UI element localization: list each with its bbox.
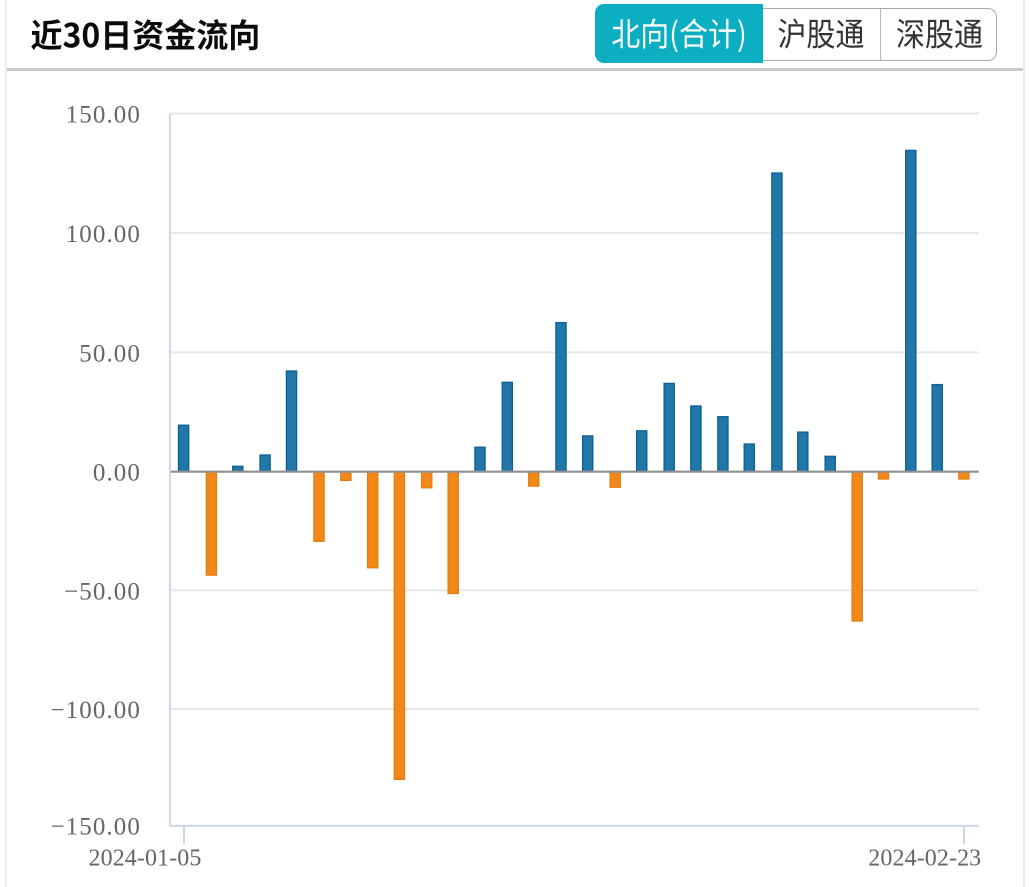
svg-text:0.00: 0.00 [93,460,141,487]
svg-text:−100.00: −100.00 [50,697,141,724]
svg-text:50.00: 50.00 [79,340,141,367]
svg-text:100.00: 100.00 [66,221,141,248]
svg-text:−150.00: −150.00 [50,814,141,841]
svg-text:150.00: 150.00 [66,102,141,129]
svg-text:2024-02-23: 2024-02-23 [868,845,981,871]
svg-text:2024-01-05: 2024-01-05 [89,845,202,871]
svg-text:−50.00: −50.00 [64,578,141,605]
